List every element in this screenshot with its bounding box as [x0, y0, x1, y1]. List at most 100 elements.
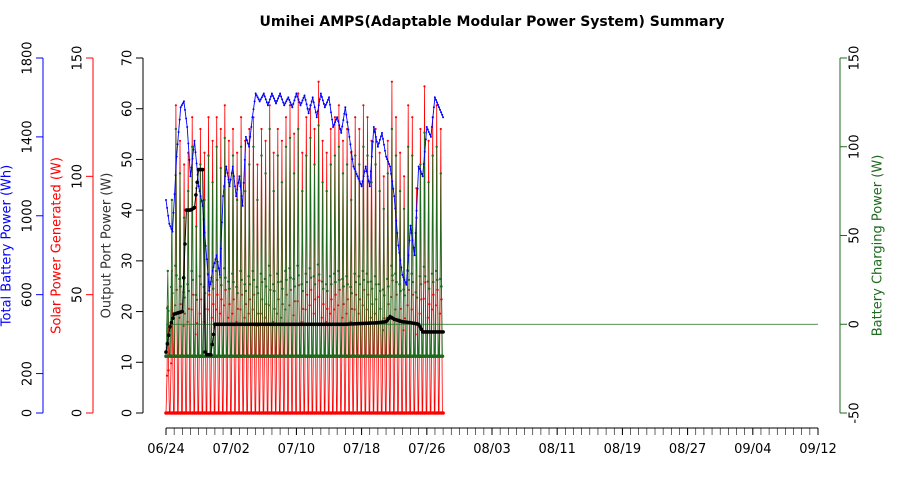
x-tick-label: 08/27: [669, 442, 706, 457]
charging-point: [330, 283, 333, 286]
charging-point: [341, 277, 344, 281]
charging-point: [167, 309, 170, 313]
output-tick-label: 0: [121, 409, 136, 417]
charging-point: [214, 269, 218, 273]
charging-point: [333, 154, 337, 157]
battery-point: [260, 96, 263, 99]
battery-point: [354, 170, 357, 173]
solar-point: [183, 163, 186, 166]
charging-point: [289, 276, 292, 279]
solar-point: [165, 374, 169, 377]
charging-point: [322, 287, 325, 290]
battery-point: [296, 95, 299, 98]
output-point: [211, 332, 216, 337]
battery-point: [209, 283, 212, 286]
battery-tick-label: 1400: [21, 120, 36, 153]
battery-point: [242, 181, 245, 184]
battery-point: [203, 231, 206, 234]
charging-point: [232, 280, 235, 284]
charging-tick-label: 50: [848, 227, 863, 244]
battery-point: [268, 98, 271, 101]
charging-base-point: [381, 354, 386, 359]
battery-point: [311, 96, 314, 99]
battery-point: [251, 116, 254, 119]
charging-point: [308, 267, 311, 270]
charging-point: [194, 293, 197, 297]
charging-base-point: [403, 354, 408, 359]
battery-point: [175, 155, 178, 158]
charging-point: [248, 283, 252, 286]
charging-point: [207, 154, 210, 157]
charging-point: [342, 285, 345, 288]
battery-point: [192, 148, 195, 151]
battery-point: [332, 126, 335, 128]
charging-point: [386, 172, 389, 175]
output-point: [168, 325, 172, 329]
battery-point: [224, 175, 227, 178]
battery-point: [394, 207, 397, 210]
charging-point: [252, 278, 256, 282]
battery-point: [363, 170, 366, 173]
battery-point: [170, 227, 173, 230]
charging-point: [292, 277, 295, 281]
solar-point: [341, 139, 345, 142]
battery-point: [285, 100, 288, 103]
battery-point: [288, 98, 291, 101]
charging-point: [273, 289, 276, 293]
solar-point: [325, 151, 328, 154]
charging-point: [261, 280, 264, 284]
battery-point: [343, 112, 346, 115]
battery-point: [347, 128, 350, 131]
charging-point: [313, 283, 317, 286]
charging-point: [395, 280, 398, 284]
charging-point: [394, 272, 397, 275]
charging-point: [301, 189, 304, 193]
charging-base-point: [440, 354, 445, 359]
charging-point: [236, 292, 239, 295]
charging-point: [419, 163, 422, 166]
battery-point: [339, 128, 342, 130]
charging-point: [170, 285, 173, 289]
charging-base-point: [411, 354, 415, 359]
charging-point: [251, 269, 254, 273]
charging-point: [203, 198, 206, 202]
charging-point: [263, 277, 267, 281]
battery-point: [384, 149, 386, 152]
battery-point: [422, 163, 425, 165]
solar-tick-label: 100: [71, 164, 86, 189]
charging-point: [373, 275, 377, 278]
charging-point: [390, 127, 394, 131]
charging-point: [280, 280, 283, 283]
charging-point: [366, 280, 370, 284]
solar-point: [297, 92, 300, 95]
charging-base-point: [242, 354, 246, 359]
battery-point: [436, 101, 438, 104]
battery-point: [425, 126, 428, 128]
charging-point: [439, 277, 442, 281]
battery-point: [173, 193, 176, 196]
battery-point: [362, 175, 365, 178]
solar-point: [215, 116, 218, 119]
charging-point: [191, 278, 195, 282]
battery-point: [211, 270, 214, 272]
charging-point: [297, 127, 300, 131]
battery-point: [340, 131, 343, 134]
battery-point: [366, 175, 369, 178]
charging-point: [281, 287, 284, 290]
battery-point: [356, 175, 359, 178]
battery-point: [429, 135, 432, 138]
charging-point: [358, 283, 362, 286]
charging-point: [179, 285, 182, 288]
battery-point: [378, 138, 381, 141]
battery-point: [409, 224, 412, 227]
battery-point: [397, 244, 400, 247]
battery-point: [320, 96, 323, 98]
battery-point: [420, 172, 423, 175]
charging-point: [305, 154, 308, 157]
solar-point: [191, 116, 194, 119]
battery-point: [323, 106, 326, 109]
battery-point: [308, 108, 311, 111]
battery-point: [410, 232, 413, 234]
battery-point: [407, 254, 410, 257]
solar-point: [305, 116, 308, 119]
